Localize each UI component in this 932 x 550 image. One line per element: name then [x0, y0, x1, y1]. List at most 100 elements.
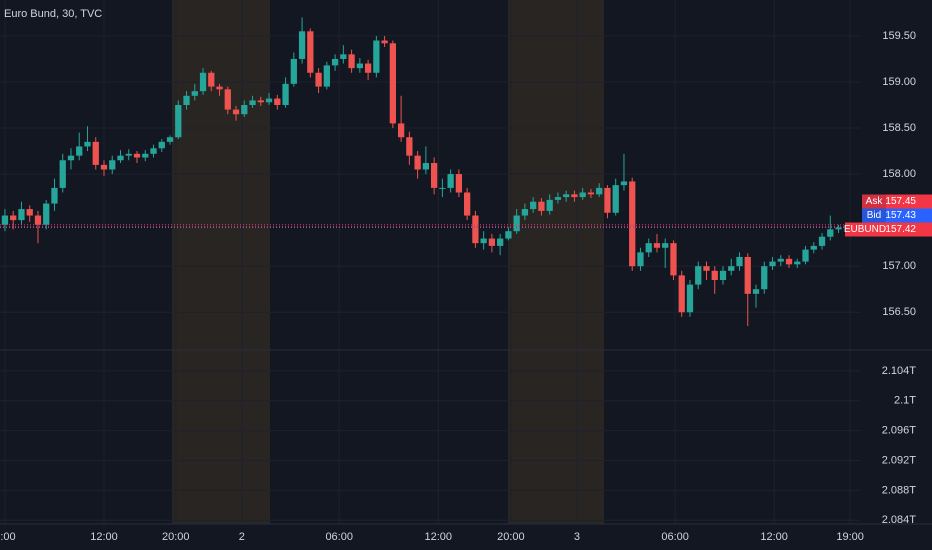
candle-body [554, 197, 562, 200]
x-tick-label: 06:00 [661, 531, 689, 543]
candle-body [175, 105, 182, 138]
candle-body [513, 215, 520, 232]
candle-body [381, 40, 388, 44]
candle-body [43, 203, 50, 225]
candle-body [142, 153, 149, 158]
candle-body [224, 89, 231, 110]
x-tick-label: 3 [574, 531, 580, 543]
candle-body [629, 181, 636, 267]
candle-body [340, 54, 347, 59]
quote-value-box [886, 194, 932, 209]
candle-body [736, 256, 743, 267]
candle-body [678, 275, 685, 313]
candle-body [422, 163, 430, 170]
candle-body [802, 249, 809, 262]
labels: 156.50 157.00 158.00 158.50 159.00 159.50 2.10… [0, 30, 932, 543]
candle-body [315, 72, 322, 87]
candle-body [199, 72, 207, 92]
x-tick-label: 12:00 [90, 531, 118, 543]
x-tick-label: 20:00 [497, 531, 525, 543]
candle-body [364, 63, 372, 73]
candle-body [744, 256, 751, 294]
candle-body [84, 141, 91, 147]
quote-value: 157.42 [885, 224, 916, 235]
candle-body [761, 266, 768, 290]
chart-title: Euro Bund, 30, TVC [4, 8, 102, 20]
candle-body [274, 98, 281, 105]
x-tick-label: 6:00 [0, 531, 16, 543]
candle-body [109, 160, 116, 170]
candles [0, 17, 860, 327]
candle-body [208, 72, 215, 87]
candle-body [447, 174, 454, 188]
candle-body [488, 238, 496, 246]
candle-body [232, 109, 240, 115]
candle-body [810, 245, 817, 250]
candle-body [728, 266, 735, 271]
y-tick-label: 2.084T [882, 514, 917, 526]
candle-body [579, 192, 586, 198]
y-tick-label: 158.00 [882, 168, 916, 180]
candle-body [637, 252, 644, 267]
session-shade [172, 0, 270, 524]
candle-body [530, 201, 537, 210]
quote-value: 157.43 [885, 210, 916, 221]
candle-body [257, 100, 264, 103]
candle-body [150, 148, 157, 154]
quote-name: Ask [866, 196, 884, 207]
candle-body [645, 243, 652, 253]
candle-body [92, 141, 99, 165]
candle-body [596, 187, 603, 195]
y-tick-label: 2.104T [882, 365, 917, 377]
candle-body [183, 95, 190, 105]
y-tick-label: 159.00 [882, 76, 916, 88]
candle-body [695, 266, 702, 285]
quote-value: 157.45 [885, 196, 916, 207]
candle-body [521, 209, 529, 216]
candle-body [249, 100, 256, 105]
quote-value-box [886, 222, 932, 237]
quote-name-box [845, 222, 886, 237]
candle-body [653, 243, 661, 248]
candle-body [373, 40, 380, 73]
x-tick-label: 20:00 [162, 531, 190, 543]
candle-body [670, 243, 677, 276]
candle-body [472, 215, 479, 244]
candle-body [34, 215, 42, 225]
y-tick-label: 2.088T [882, 484, 917, 496]
candle-body [59, 160, 66, 188]
candle-body [265, 98, 273, 103]
candle-body [323, 65, 330, 87]
candle-body [563, 194, 570, 198]
x-tick-label: 06:00 [325, 531, 353, 543]
grid [0, 0, 860, 524]
candle-body [620, 181, 628, 186]
candle-body [711, 270, 718, 280]
candle-body [587, 192, 595, 195]
y-tick-label: 2.092T [882, 454, 917, 466]
candle-body [76, 146, 83, 156]
candle-body [769, 261, 776, 267]
x-tick-label: 12:00 [760, 531, 788, 543]
session-shade [508, 0, 604, 524]
candle-body [117, 155, 124, 161]
candle-body [785, 258, 793, 265]
candle-body [777, 258, 784, 262]
candle-body [546, 199, 553, 211]
quote-name: Bid [867, 210, 881, 221]
candle-body [464, 192, 471, 216]
quote-value-box [886, 208, 932, 223]
candle-body [133, 153, 141, 158]
candle-body [439, 187, 446, 189]
candle-body [827, 229, 834, 237]
candle-body [455, 174, 463, 193]
candle-body [604, 187, 611, 213]
candle-body [158, 141, 165, 149]
candle-body [686, 284, 694, 313]
candle-body [10, 215, 17, 221]
candle-body [282, 83, 289, 105]
y-tick-label: 156.50 [882, 306, 916, 318]
candle-body [216, 86, 223, 90]
